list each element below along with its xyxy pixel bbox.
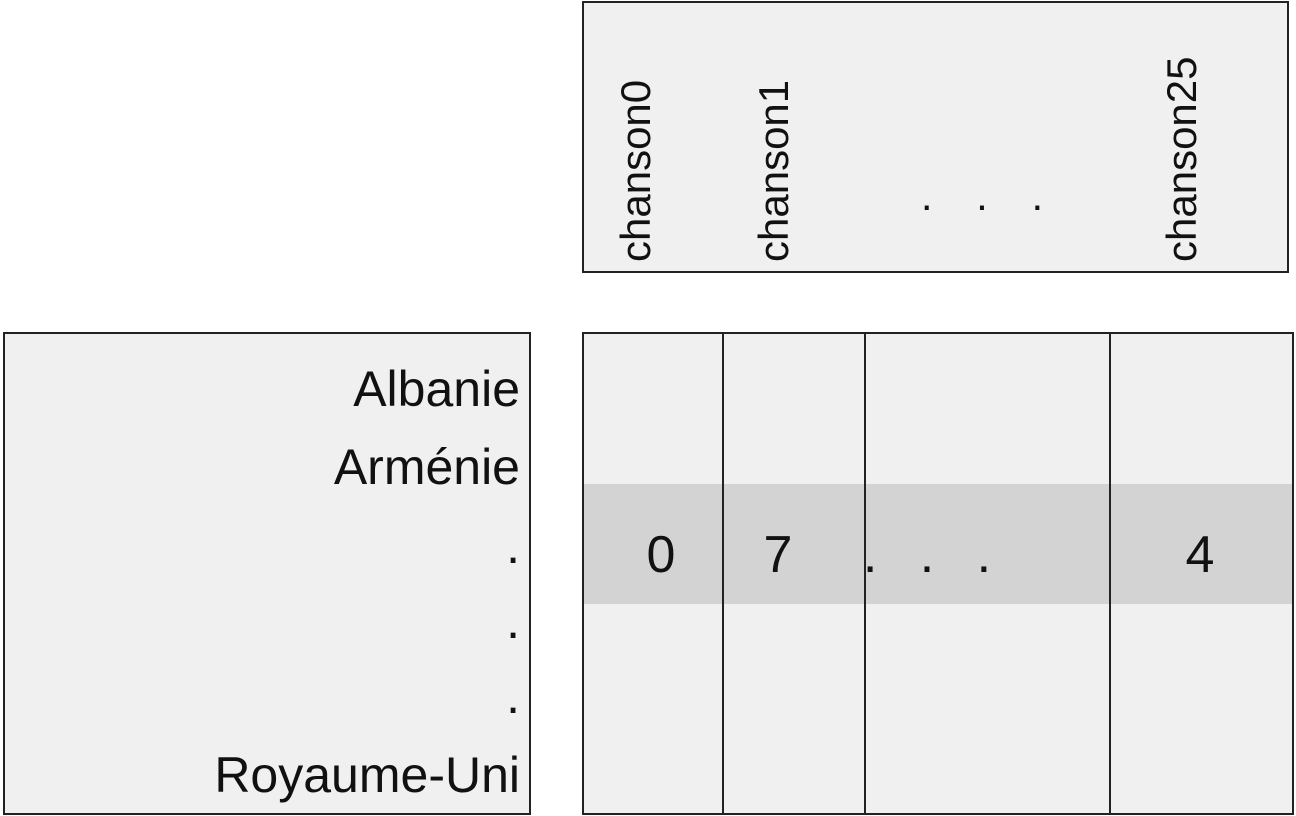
column-header: chanson25 bbox=[1158, 56, 1205, 262]
row-label: Royaume-Uni bbox=[214, 747, 520, 803]
cell-value: 7 bbox=[764, 526, 793, 584]
column-ellipsis: . . . bbox=[921, 172, 1059, 219]
column-header: chanson0 bbox=[612, 80, 659, 262]
row-label: Albanie bbox=[353, 361, 520, 417]
row-labels-box bbox=[3, 332, 531, 815]
row-label: . bbox=[506, 668, 520, 724]
column-header: chanson1 bbox=[750, 80, 797, 262]
highlight-row bbox=[584, 484, 1292, 604]
cell-ellipsis: . . . bbox=[863, 526, 1005, 584]
cell-value: 4 bbox=[1186, 526, 1215, 584]
row-label: . bbox=[506, 518, 520, 574]
cell-value: 0 bbox=[647, 526, 676, 584]
row-label: . bbox=[506, 593, 520, 649]
row-label: Arménie bbox=[334, 439, 520, 495]
header-box bbox=[582, 1, 1289, 273]
